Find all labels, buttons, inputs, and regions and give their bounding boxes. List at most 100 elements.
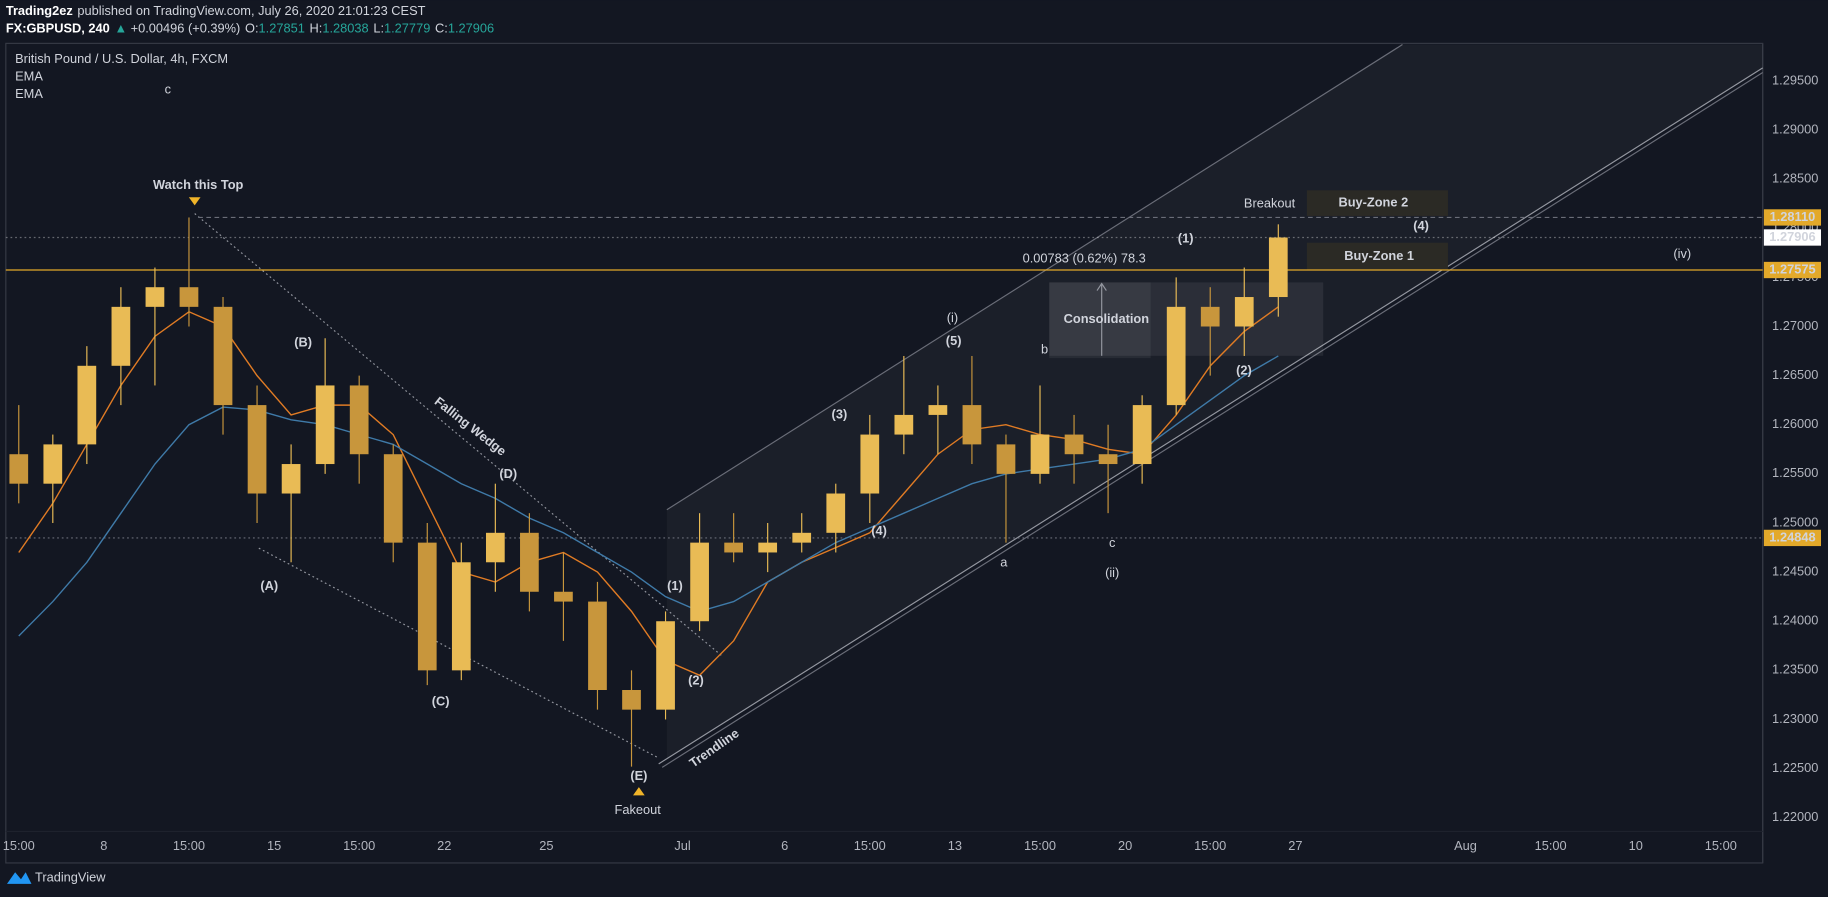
- price-label: 1.27575: [1769, 261, 1815, 276]
- candle-body: [860, 434, 880, 494]
- candle-body: [826, 493, 846, 533]
- candle-body: [417, 542, 437, 671]
- annotation: (i): [947, 310, 958, 325]
- candle-body: [588, 601, 607, 691]
- annotation: (4): [1413, 218, 1429, 233]
- annotation: (E): [630, 768, 647, 783]
- candle-body: [485, 532, 505, 563]
- candle-body: [1200, 306, 1220, 327]
- buy-zone-1-box: [1306, 242, 1448, 270]
- candle-body: [758, 542, 778, 553]
- x-tick-label: 15:00: [1705, 838, 1737, 853]
- brand: TradingView: [35, 869, 106, 884]
- footer: TradingView: [6, 869, 106, 884]
- ohlc-key: L:: [373, 21, 384, 36]
- x-tick-label: 8: [100, 838, 107, 853]
- annotation: Fakeout: [615, 802, 662, 817]
- price-label: 1.28110: [1770, 209, 1816, 224]
- y-tick-label: 1.23500: [1772, 662, 1818, 677]
- candle-body: [554, 591, 573, 602]
- x-tick-label: 15:00: [173, 838, 205, 853]
- header-line-2: FX:GBPUSD, 240 ▲ +0.00496 (+0.39%) O:1.2785…: [6, 21, 494, 36]
- candle-body: [690, 542, 709, 622]
- x-tick-label: 13: [948, 838, 962, 853]
- annotation: (2): [688, 672, 704, 687]
- x-tick-label: 15:00: [343, 838, 375, 853]
- x-tick-label: 22: [437, 838, 451, 853]
- candle-body: [383, 454, 403, 543]
- plot: [5, 216, 1763, 767]
- candle-body: [213, 306, 233, 406]
- y-tick-label: 1.24500: [1772, 563, 1818, 578]
- y-tick-label: 1.28500: [1772, 171, 1818, 186]
- price-label-box: [1763, 209, 1822, 226]
- ohlc-value: 1.27779: [384, 21, 430, 36]
- legend-entry: EMA: [15, 86, 43, 101]
- x-tick-label: 27: [1288, 838, 1302, 853]
- annotation: Breakout: [1244, 196, 1296, 211]
- ohlc-key: H:: [310, 21, 323, 36]
- annotation: c: [165, 81, 172, 96]
- x-tick-label: Aug: [1454, 838, 1477, 853]
- price-label-box: [1763, 261, 1822, 279]
- x-tick-label: 6: [781, 838, 788, 853]
- annotation: (2): [1236, 362, 1252, 377]
- x-tick-label: 15:00: [1535, 838, 1567, 853]
- annotation: (5): [946, 333, 962, 348]
- candle-body: [9, 454, 29, 484]
- annotation: (iv): [1673, 246, 1691, 261]
- x-tick-label: 15:00: [3, 838, 35, 853]
- candle-body: [247, 405, 267, 494]
- y-tick-label: 1.26000: [1772, 416, 1818, 431]
- annotation: (3): [832, 407, 848, 422]
- y-tick-label: 1.23000: [1772, 711, 1818, 726]
- candle-body: [1098, 454, 1118, 465]
- annotation: b: [1041, 341, 1048, 356]
- buy-zone-2-box: [1306, 190, 1448, 216]
- ema-line: [18, 355, 1279, 637]
- x-tick-label: 15:00: [854, 838, 886, 853]
- candle-body: [451, 562, 471, 671]
- candle-body: [281, 464, 301, 494]
- y-tick-label: 1.24000: [1772, 613, 1818, 628]
- annotation: Buy-Zone 1: [1344, 248, 1414, 263]
- published: published on TradingView.com, July 26, 2…: [77, 3, 425, 18]
- annotation: (1): [1178, 231, 1194, 246]
- candle-body: [145, 287, 165, 307]
- candle-body: [1166, 306, 1186, 406]
- annotation: (ii): [1105, 565, 1119, 580]
- wedge-upper: [194, 213, 724, 658]
- header-line-1: Trading2ez published on TradingView.com, …: [6, 3, 426, 18]
- candle-body: [315, 385, 335, 465]
- candle-body: [179, 287, 199, 307]
- candle-body: [1234, 297, 1254, 327]
- ohlc-value: 1.27906: [448, 21, 494, 36]
- candle-body: [111, 306, 131, 366]
- annotation: (D): [499, 466, 517, 481]
- y-tick-label: 1.26500: [1772, 367, 1818, 382]
- drawings: [188, 44, 1764, 796]
- annotation: Watch this Top: [153, 177, 244, 192]
- annotation: a: [1000, 555, 1008, 570]
- annotation: Consolidation: [1064, 311, 1150, 326]
- author: Trading2ez: [6, 3, 73, 18]
- ohlc-key: O:: [245, 21, 259, 36]
- x-tick-label: 25: [539, 838, 553, 853]
- annotation: 0.00783 (0.62%) 78.3: [1023, 250, 1146, 265]
- annotation: (4): [871, 523, 887, 538]
- x-tick-label: 10: [1629, 838, 1643, 853]
- y-tick-label: 1.29000: [1772, 121, 1818, 136]
- candle-body: [43, 444, 63, 484]
- annotation: Buy-Zone 2: [1338, 194, 1408, 209]
- price-label-box: [1763, 229, 1822, 246]
- candle-body: [792, 532, 812, 543]
- candle-body: [349, 385, 369, 455]
- symbol: FX:GBPUSD, 240: [6, 21, 110, 36]
- y-tick-label: 1.25000: [1772, 514, 1818, 529]
- trendline: [658, 67, 1764, 765]
- x-tick-label: 20: [1118, 838, 1132, 853]
- candle-body: [962, 405, 982, 445]
